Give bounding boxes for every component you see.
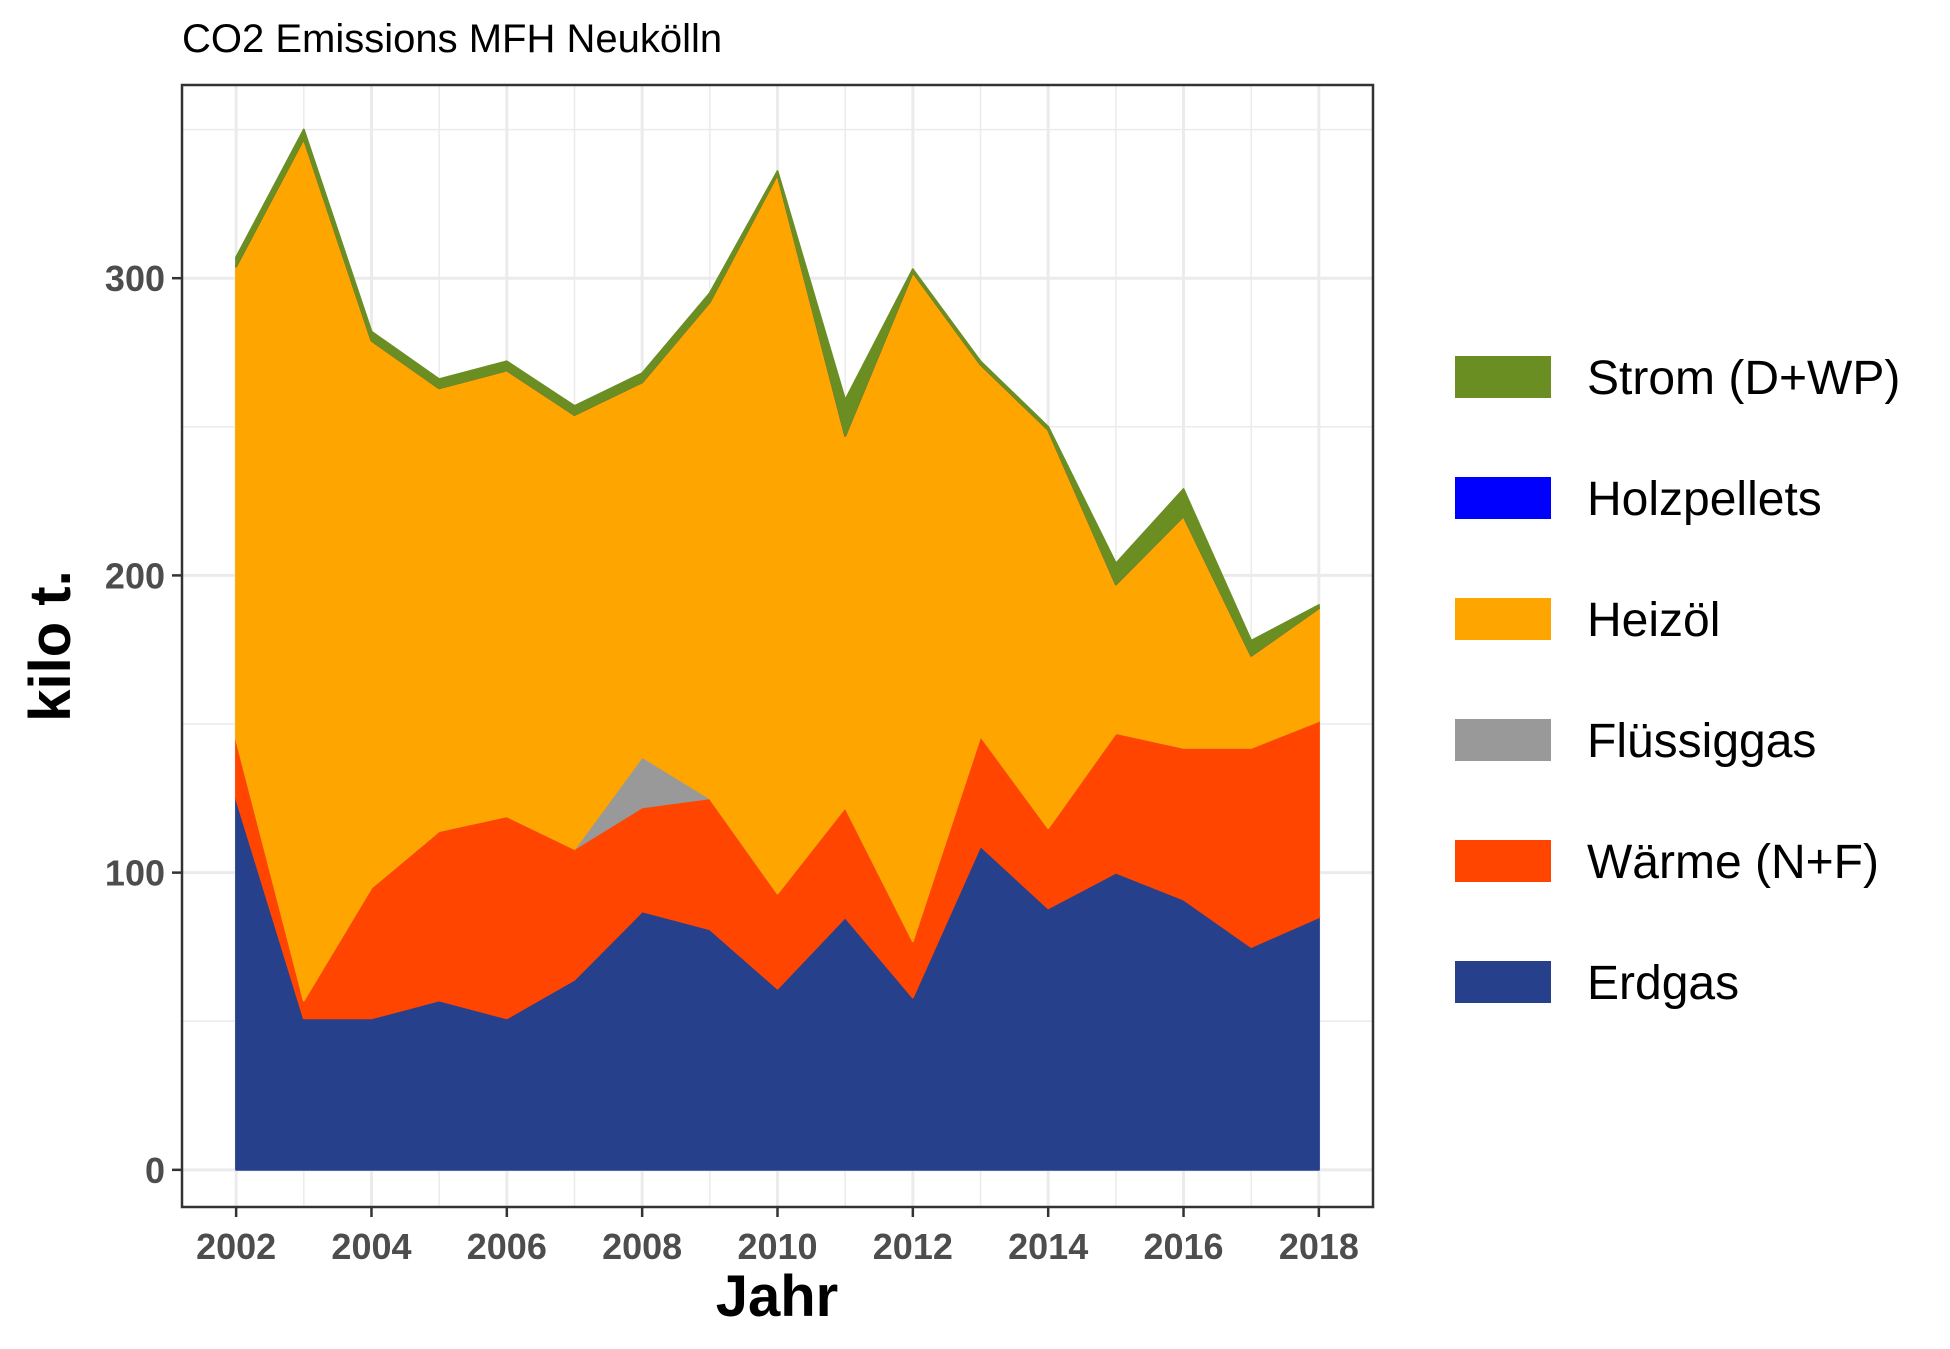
legend-label: Holzpellets bbox=[1587, 473, 1822, 526]
x-tick-label: 2006 bbox=[467, 1226, 547, 1267]
legend-item-w-rme-n-f: Wärme (N+F) bbox=[1455, 836, 1879, 889]
legend-swatch bbox=[1455, 840, 1551, 882]
y-tick-label: 200 bbox=[105, 555, 165, 596]
chart-title: CO2 Emissions MFH Neukölln bbox=[182, 17, 722, 61]
area-layers bbox=[235, 128, 1320, 1171]
legend-swatch bbox=[1455, 719, 1551, 761]
x-tick-label: 2004 bbox=[331, 1226, 411, 1267]
legend: Strom (D+WP) Holzpellets Heizöl Flüssiggas W… bbox=[1455, 352, 1900, 1010]
y-axis-tick-labels: 0 100 200 300 bbox=[105, 258, 165, 1191]
x-axis-title: Jahr bbox=[716, 1264, 839, 1329]
legend-item-holzpellets: Holzpellets bbox=[1455, 473, 1822, 526]
legend-swatch bbox=[1455, 598, 1551, 640]
x-tick-label: 2010 bbox=[737, 1226, 817, 1267]
legend-item-fl-ssiggas: Flüssiggas bbox=[1455, 715, 1816, 768]
legend-label: Erdgas bbox=[1587, 957, 1739, 1010]
y-tick-label: 0 bbox=[145, 1150, 165, 1191]
legend-label: Strom (D+WP) bbox=[1587, 352, 1900, 405]
x-tick-label: 2018 bbox=[1279, 1226, 1359, 1267]
x-axis-tick-labels: 2002 2004 2006 2008 2010 2012 2014 2016 2018 bbox=[196, 1226, 1359, 1267]
legend-swatch bbox=[1455, 477, 1551, 519]
x-tick-label: 2008 bbox=[602, 1226, 682, 1267]
legend-item-heiz-l: Heizöl bbox=[1455, 594, 1720, 647]
x-tick-label: 2002 bbox=[196, 1226, 276, 1267]
legend-item-erdgas: Erdgas bbox=[1455, 957, 1739, 1010]
legend-label: Wärme (N+F) bbox=[1587, 836, 1879, 889]
legend-label: Heizöl bbox=[1587, 594, 1720, 647]
y-tick-label: 300 bbox=[105, 258, 165, 299]
x-tick-label: 2012 bbox=[873, 1226, 953, 1267]
legend-swatch bbox=[1455, 961, 1551, 1003]
x-tick-label: 2014 bbox=[1008, 1226, 1088, 1267]
legend-label: Flüssiggas bbox=[1587, 715, 1816, 768]
area-strom-d-wp bbox=[235, 128, 1320, 657]
y-axis-title: kilo t. bbox=[18, 570, 83, 721]
legend-swatch bbox=[1455, 356, 1551, 398]
axis-ticks bbox=[172, 276, 1321, 1217]
y-tick-label: 100 bbox=[105, 853, 165, 894]
legend-item-strom-d-wp: Strom (D+WP) bbox=[1455, 352, 1900, 405]
x-tick-label: 2016 bbox=[1143, 1226, 1223, 1267]
